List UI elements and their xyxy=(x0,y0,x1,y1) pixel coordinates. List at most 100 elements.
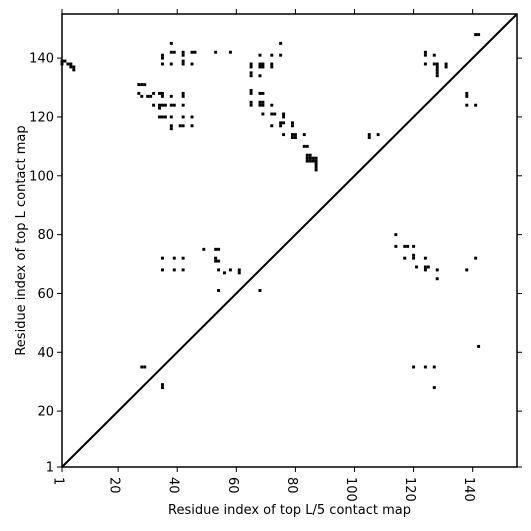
contact-point-lower xyxy=(202,247,206,251)
x-tick-label: 60 xyxy=(225,477,240,494)
contact-point-upper xyxy=(163,103,167,107)
x-axis-label: Residue index of top L/5 contact map xyxy=(168,503,411,518)
contact-point-upper xyxy=(282,112,286,116)
contact-point-upper xyxy=(181,103,185,107)
contact-point-upper xyxy=(169,124,173,128)
contact-point-lower xyxy=(406,244,410,248)
contact-point-lower xyxy=(403,244,407,248)
contact-point-lower xyxy=(237,271,241,275)
contact-point-upper xyxy=(249,91,253,95)
contact-point-upper xyxy=(314,165,318,169)
contact-point-upper xyxy=(172,103,176,107)
contact-point-upper xyxy=(72,68,76,72)
x-tick-label: 120 xyxy=(402,477,417,502)
contact-point-upper xyxy=(261,103,265,107)
contact-point-upper xyxy=(423,50,427,54)
contact-point-upper xyxy=(137,91,141,95)
contact-point-lower xyxy=(217,289,221,292)
contact-point-lower xyxy=(412,256,416,260)
y-tick-label: 140 xyxy=(29,52,54,67)
contact-point-lower xyxy=(426,265,430,269)
contact-point-lower xyxy=(172,268,176,272)
contact-point-upper xyxy=(290,136,294,140)
y-tick-label: 60 xyxy=(37,287,54,302)
contact-point-lower xyxy=(465,268,469,272)
contact-point-upper xyxy=(181,62,185,66)
contact-point-upper xyxy=(465,94,469,98)
contact-point-upper xyxy=(140,83,144,87)
contact-point-upper xyxy=(152,103,156,107)
contact-point-lower xyxy=(432,386,436,390)
contact-point-lower xyxy=(217,247,221,251)
contact-point-upper xyxy=(178,124,182,128)
contact-point-upper xyxy=(190,115,194,119)
y-tick-label: 80 xyxy=(37,228,54,243)
contact-point-upper xyxy=(367,136,371,140)
contact-point-upper xyxy=(308,156,312,160)
plot-frame xyxy=(61,13,518,468)
contact-point-lower xyxy=(214,259,218,263)
contact-point-upper xyxy=(282,115,286,119)
contact-point-upper xyxy=(137,83,141,87)
contact-point-lower xyxy=(423,268,427,272)
contact-point-lower xyxy=(474,256,478,260)
contact-point-upper xyxy=(160,115,164,119)
contact-point-upper xyxy=(249,103,253,107)
contact-point-upper xyxy=(249,89,253,92)
contact-point-upper xyxy=(305,153,309,157)
contact-point-lower xyxy=(415,265,419,269)
contact-point-upper xyxy=(261,65,265,69)
x-axis-ticks: 1 20 40 60 80 100 120 140 xyxy=(51,9,476,502)
contact-point-lower xyxy=(435,277,439,281)
y-tick-label: 20 xyxy=(37,405,54,420)
contact-point-upper xyxy=(160,56,164,60)
contact-point-upper xyxy=(435,68,439,72)
contact-point-lower xyxy=(423,265,427,269)
contact-point-upper xyxy=(474,33,478,37)
contact-point-upper xyxy=(311,156,315,160)
contact-point-lower xyxy=(181,256,185,260)
contact-point-upper xyxy=(302,133,306,137)
contact-point-upper xyxy=(181,94,185,98)
contact-point-upper xyxy=(249,65,253,69)
contact-point-upper xyxy=(302,144,306,148)
contact-point-upper xyxy=(314,168,318,172)
contact-point-upper xyxy=(258,53,262,57)
contact-point-upper xyxy=(181,50,185,54)
contact-point-upper xyxy=(376,133,380,137)
contact-point-upper xyxy=(305,156,309,160)
contact-point-upper xyxy=(249,100,253,104)
x-tick-label: 100 xyxy=(343,477,358,502)
contact-point-lower xyxy=(228,268,232,272)
contact-point-upper xyxy=(158,106,161,110)
contact-point-lower xyxy=(423,256,427,260)
contact-point-upper xyxy=(261,112,265,116)
contact-point-upper xyxy=(169,41,173,45)
contact-point-upper xyxy=(308,153,312,157)
diagonal-line xyxy=(61,13,518,468)
x-tick-label: 1 xyxy=(51,477,66,485)
contact-point-upper xyxy=(249,62,253,66)
contact-point-upper xyxy=(477,33,481,37)
contact-point-upper xyxy=(258,65,262,69)
contact-point-upper xyxy=(160,103,164,107)
contact-point-upper xyxy=(270,112,274,116)
x-tick-label: 140 xyxy=(461,477,476,502)
contact-point-lower xyxy=(223,271,226,275)
contact-point-upper xyxy=(270,103,274,107)
contact-point-upper xyxy=(444,65,448,69)
contact-point-upper xyxy=(305,159,309,163)
contact-point-upper xyxy=(279,121,283,125)
contact-point-upper xyxy=(140,94,144,98)
contact-point-upper xyxy=(444,62,448,66)
contact-point-upper xyxy=(261,100,265,104)
contact-point-upper xyxy=(282,133,286,137)
contact-point-lower xyxy=(477,344,481,348)
contact-point-upper xyxy=(261,91,265,95)
contact-point-upper xyxy=(181,91,185,95)
contact-point-upper xyxy=(465,91,469,95)
contact-point-upper xyxy=(290,124,294,128)
contact-point-upper xyxy=(158,103,161,107)
contact-point-upper xyxy=(169,115,173,119)
contact-point-upper xyxy=(282,121,286,125)
